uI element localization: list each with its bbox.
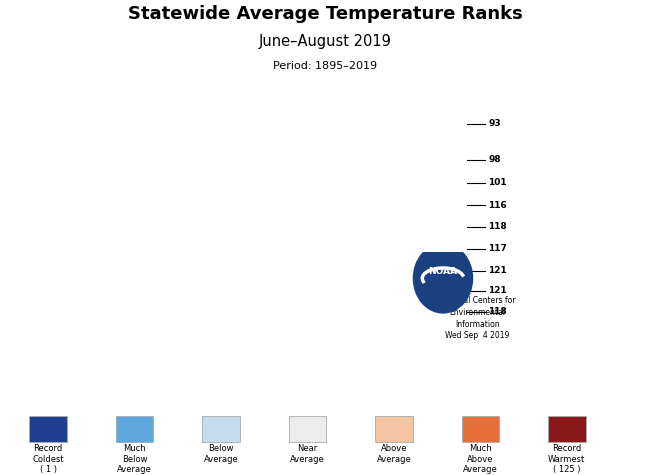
Text: 117: 117: [488, 244, 507, 253]
Text: 98: 98: [488, 155, 500, 164]
Text: 101: 101: [488, 178, 507, 187]
Text: Above
Average: Above Average: [376, 444, 411, 464]
Circle shape: [413, 244, 473, 313]
Text: 118: 118: [488, 307, 507, 316]
Text: Statewide Average Temperature Ranks: Statewide Average Temperature Ranks: [127, 5, 523, 23]
Bar: [375, 416, 413, 442]
Bar: [289, 416, 326, 442]
Text: Period: 1895–2019: Period: 1895–2019: [273, 61, 377, 71]
Text: Much
Above
Average: Much Above Average: [463, 444, 498, 474]
Text: Below
Average: Below Average: [203, 444, 239, 464]
Text: Record
Coldest
( 1 ): Record Coldest ( 1 ): [32, 444, 64, 474]
Text: Much
Below
Average: Much Below Average: [117, 444, 152, 474]
Bar: [462, 416, 499, 442]
Bar: [116, 416, 153, 442]
Text: 118: 118: [488, 222, 507, 231]
Text: Near
Average: Near Average: [290, 444, 325, 464]
Text: 116: 116: [488, 201, 507, 210]
Text: Map requires cartopy: Map requires cartopy: [175, 234, 322, 248]
Text: 93: 93: [488, 119, 500, 128]
Text: NOAA: NOAA: [428, 267, 458, 276]
Text: 121: 121: [488, 266, 507, 275]
Text: Record
Warmest
( 125 ): Record Warmest ( 125 ): [548, 444, 586, 474]
Bar: [29, 416, 67, 442]
Bar: [548, 416, 586, 442]
Bar: [202, 416, 240, 442]
Text: 121: 121: [488, 286, 507, 295]
Text: National Centers for
Environmental
Information
Wed Sep  4 2019: National Centers for Environmental Infor…: [438, 296, 516, 341]
Text: June–August 2019: June–August 2019: [259, 34, 391, 49]
